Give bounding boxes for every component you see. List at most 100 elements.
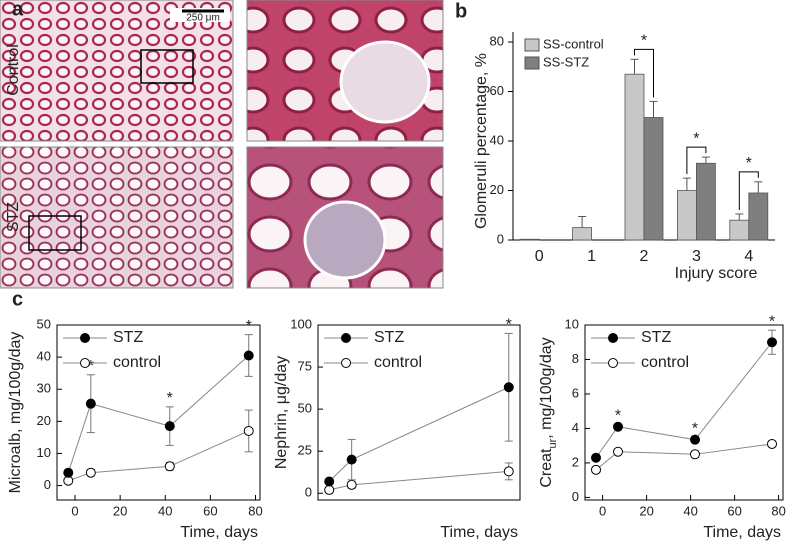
- marker: [613, 421, 623, 432]
- y-axis-label-part: Nephrin, μg/day: [273, 356, 290, 469]
- legend-label: STZ: [374, 329, 404, 346]
- x-tick-label: 60: [727, 503, 741, 518]
- annotation: *: [246, 318, 252, 335]
- x-tick-label: 0: [535, 248, 544, 265]
- panel-label: c: [12, 288, 23, 310]
- marker: [690, 434, 700, 445]
- y-axis-label: Microalb, mg/100g/day: [7, 332, 24, 494]
- annotation: *: [88, 358, 94, 375]
- y-axis-label: Creatur, mg/100g/day: [538, 337, 559, 487]
- x-tick-label: 40: [683, 503, 697, 518]
- x-tick-label: 4: [744, 248, 753, 265]
- y-tick-label: 75: [298, 359, 312, 374]
- x-axis-label: Time, days: [180, 524, 258, 541]
- marker: [767, 337, 777, 348]
- marker: [324, 476, 335, 487]
- x-tick-label: 0: [71, 503, 78, 518]
- plot-frame: [584, 324, 784, 501]
- bar: [572, 227, 592, 241]
- bar: [696, 162, 716, 241]
- annotation: *: [692, 420, 698, 437]
- series-line: [68, 430, 249, 482]
- y-tick-label: 25: [298, 443, 312, 458]
- marker: [346, 479, 357, 490]
- series-line: [328, 386, 509, 482]
- marker: [164, 461, 175, 472]
- marker: [346, 454, 357, 465]
- y-axis-label: Nephrin, μg/day: [273, 356, 290, 469]
- legend-label: SS-STZ: [543, 54, 589, 69]
- marker: [591, 464, 601, 475]
- x-tick-label: 40: [158, 503, 172, 518]
- micrographs: 250 μm Control STZ: [0, 0, 444, 289]
- x-tick-label: 80: [248, 503, 262, 518]
- y-tick-label: 60: [490, 83, 504, 98]
- bar: [624, 73, 645, 241]
- marker: [690, 449, 700, 460]
- annotation: *: [693, 130, 699, 147]
- annotation: *: [615, 407, 621, 424]
- series-line: [329, 470, 509, 491]
- x-tick-label: 20: [639, 503, 653, 518]
- bar: [729, 219, 750, 241]
- y-tick-label: 4: [572, 420, 579, 435]
- y-tick-label: 40: [490, 132, 504, 147]
- y-axis-label-part: , mg/100g/day: [538, 337, 555, 438]
- legend-label: control: [113, 354, 161, 371]
- y-axis-label-part: ur: [547, 438, 559, 448]
- y-tick-label: 2: [572, 454, 579, 469]
- y-tick-label: 80: [490, 33, 504, 48]
- error-bar: [578, 215, 587, 228]
- micrograph: [0, 0, 234, 142]
- legend-label: SS-control: [543, 36, 604, 51]
- annotation: *: [641, 33, 647, 50]
- y-tick-label: 0: [572, 489, 579, 504]
- x-tick-label: 3: [692, 248, 701, 265]
- significance-bracket: [686, 146, 707, 175]
- legend-swatch: [524, 38, 540, 52]
- glomerulus: [303, 200, 387, 280]
- error-bar: [754, 181, 763, 193]
- y-tick-label: 50: [37, 316, 51, 331]
- panel-label: b: [455, 0, 467, 22]
- x-axis-label: Injury score: [675, 265, 758, 282]
- bar: [519, 238, 540, 241]
- series-line: [67, 355, 250, 473]
- y-tick-label: 20: [37, 413, 51, 428]
- y-tick-label: 40: [37, 349, 51, 364]
- zoom-box: [140, 49, 194, 84]
- legend-marker: [608, 333, 618, 343]
- y-tick-label: 20: [490, 182, 504, 197]
- y-tick-label: 6: [572, 385, 579, 400]
- x-axis-label: Time, days: [440, 524, 518, 541]
- y-tick-label: 0: [305, 485, 312, 500]
- significance-bracket: [634, 48, 654, 98]
- bar: [748, 192, 769, 241]
- x-tick-label: 1: [587, 248, 596, 265]
- x-tick-label: 80: [771, 503, 785, 518]
- marker: [324, 484, 335, 495]
- bar: [643, 117, 664, 241]
- glomerulus: [339, 40, 431, 124]
- y-tick-label: 50: [298, 401, 312, 416]
- annotation: *: [167, 390, 173, 407]
- series-line: [595, 341, 773, 459]
- x-tick-label: 2: [640, 248, 649, 265]
- scale-bar-label: 250 μm: [186, 13, 220, 24]
- legend-swatch: [524, 56, 540, 70]
- marker: [613, 446, 623, 457]
- series-line: [595, 443, 773, 471]
- error-bar: [630, 58, 639, 75]
- y-tick-label: 8: [572, 351, 579, 366]
- y-axis-label-part: Creat: [538, 448, 555, 488]
- error-bar: [682, 177, 691, 191]
- y-axis-label-part: Microalb, mg/100g/day: [7, 332, 24, 494]
- marker: [503, 466, 514, 477]
- x-tick-label: 20: [113, 503, 127, 518]
- y-tick-label: 100: [290, 316, 312, 331]
- legend-label: STZ: [113, 329, 143, 346]
- marker: [243, 350, 254, 361]
- error-bar: [701, 156, 710, 164]
- y-tick-label: 0: [44, 477, 51, 492]
